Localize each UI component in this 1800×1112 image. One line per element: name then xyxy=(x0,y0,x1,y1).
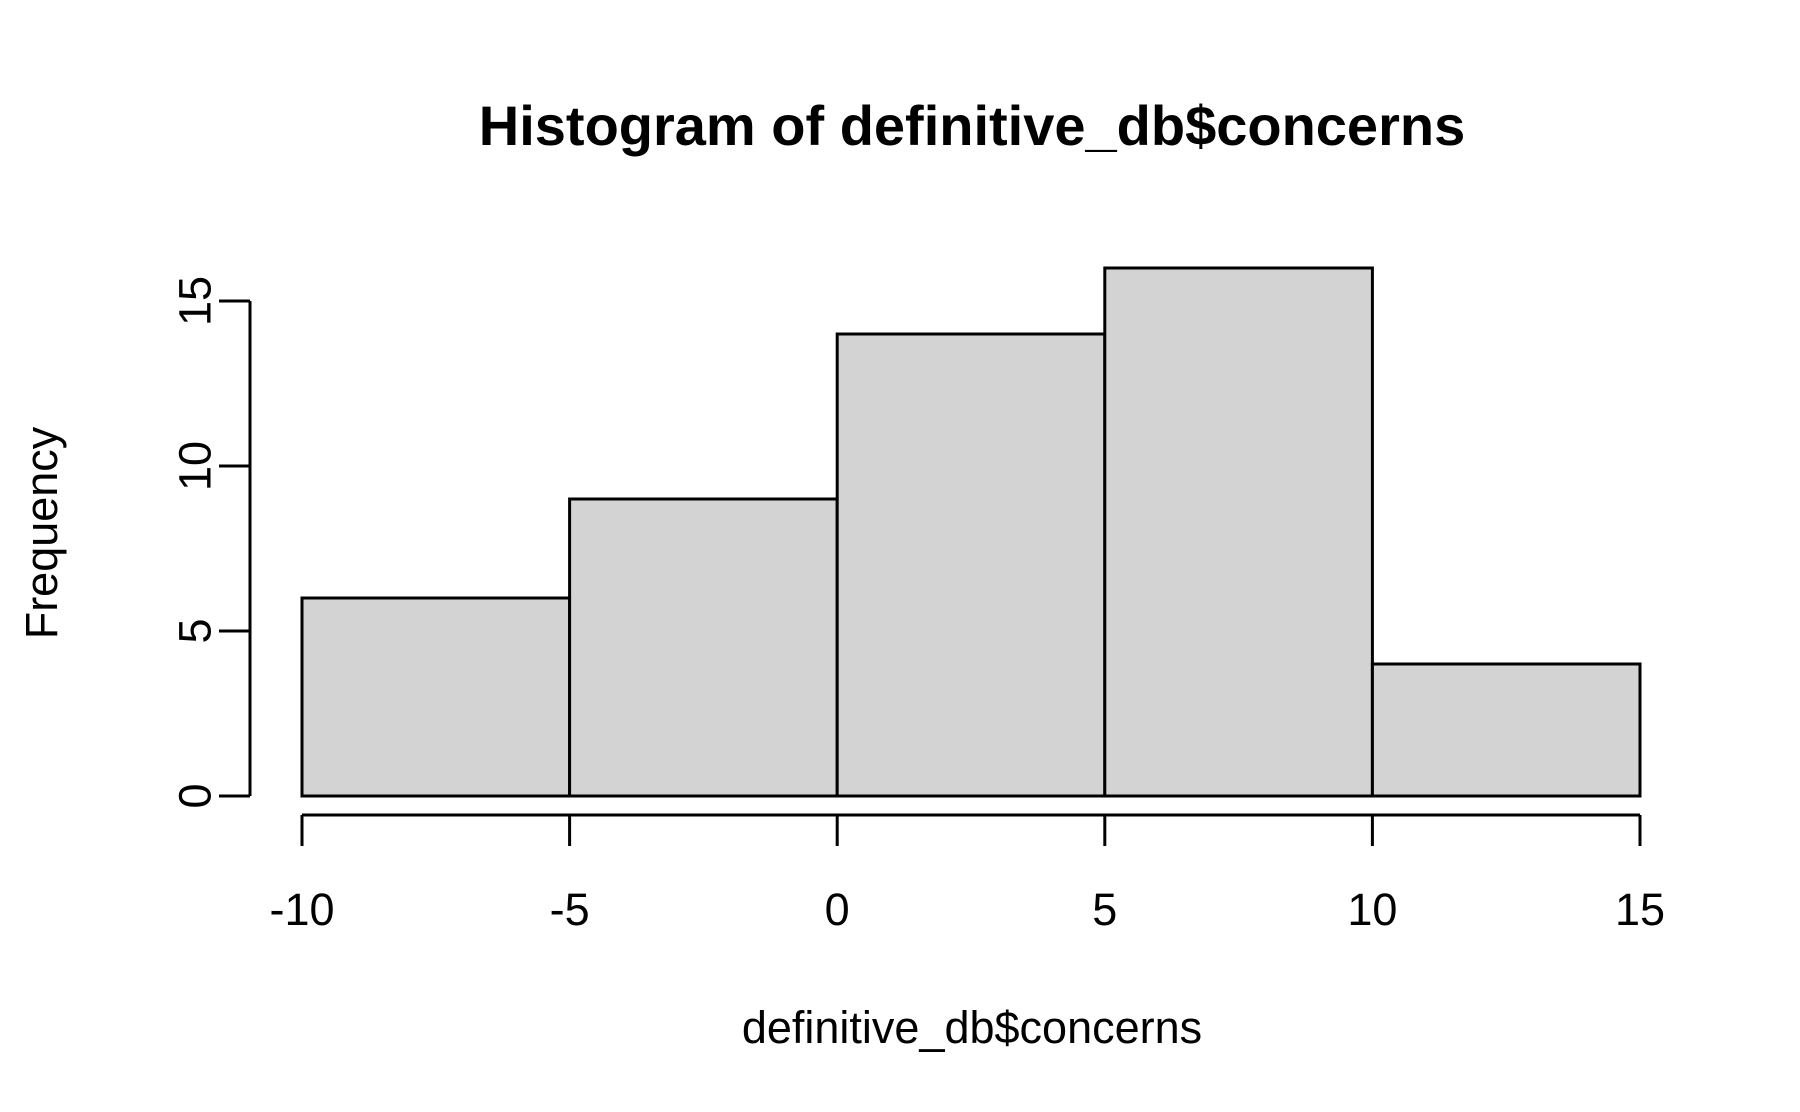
x-tick-label: 10 xyxy=(1347,884,1397,935)
chart-title: Histogram of definitive_db$concerns xyxy=(479,94,1465,157)
x-axis-label: definitive_db$concerns xyxy=(742,1002,1202,1053)
histogram-bar-3 xyxy=(1103,266,1374,798)
histogram-bar-1 xyxy=(568,497,839,798)
x-tick-label: 5 xyxy=(1092,884,1117,935)
y-tick-label: 10 xyxy=(170,441,221,491)
y-axis: 0 5 10 15 xyxy=(170,276,252,809)
y-tick-label: 5 xyxy=(170,618,221,643)
histogram-bar-4 xyxy=(1370,662,1642,798)
histogram-bar-2 xyxy=(835,332,1107,798)
x-tick-label: -10 xyxy=(269,884,334,935)
x-axis: -10 -5 0 5 10 15 xyxy=(269,813,1665,935)
x-tick-label: 15 xyxy=(1615,884,1665,935)
x-tick-label: -5 xyxy=(550,884,590,935)
histogram-bars xyxy=(300,266,1642,798)
histogram-bar-0 xyxy=(300,596,572,798)
x-tick-label: 0 xyxy=(825,884,850,935)
y-axis-label: Frequency xyxy=(16,426,67,639)
y-tick-label: 15 xyxy=(170,276,221,326)
y-tick-label: 0 xyxy=(170,783,221,808)
